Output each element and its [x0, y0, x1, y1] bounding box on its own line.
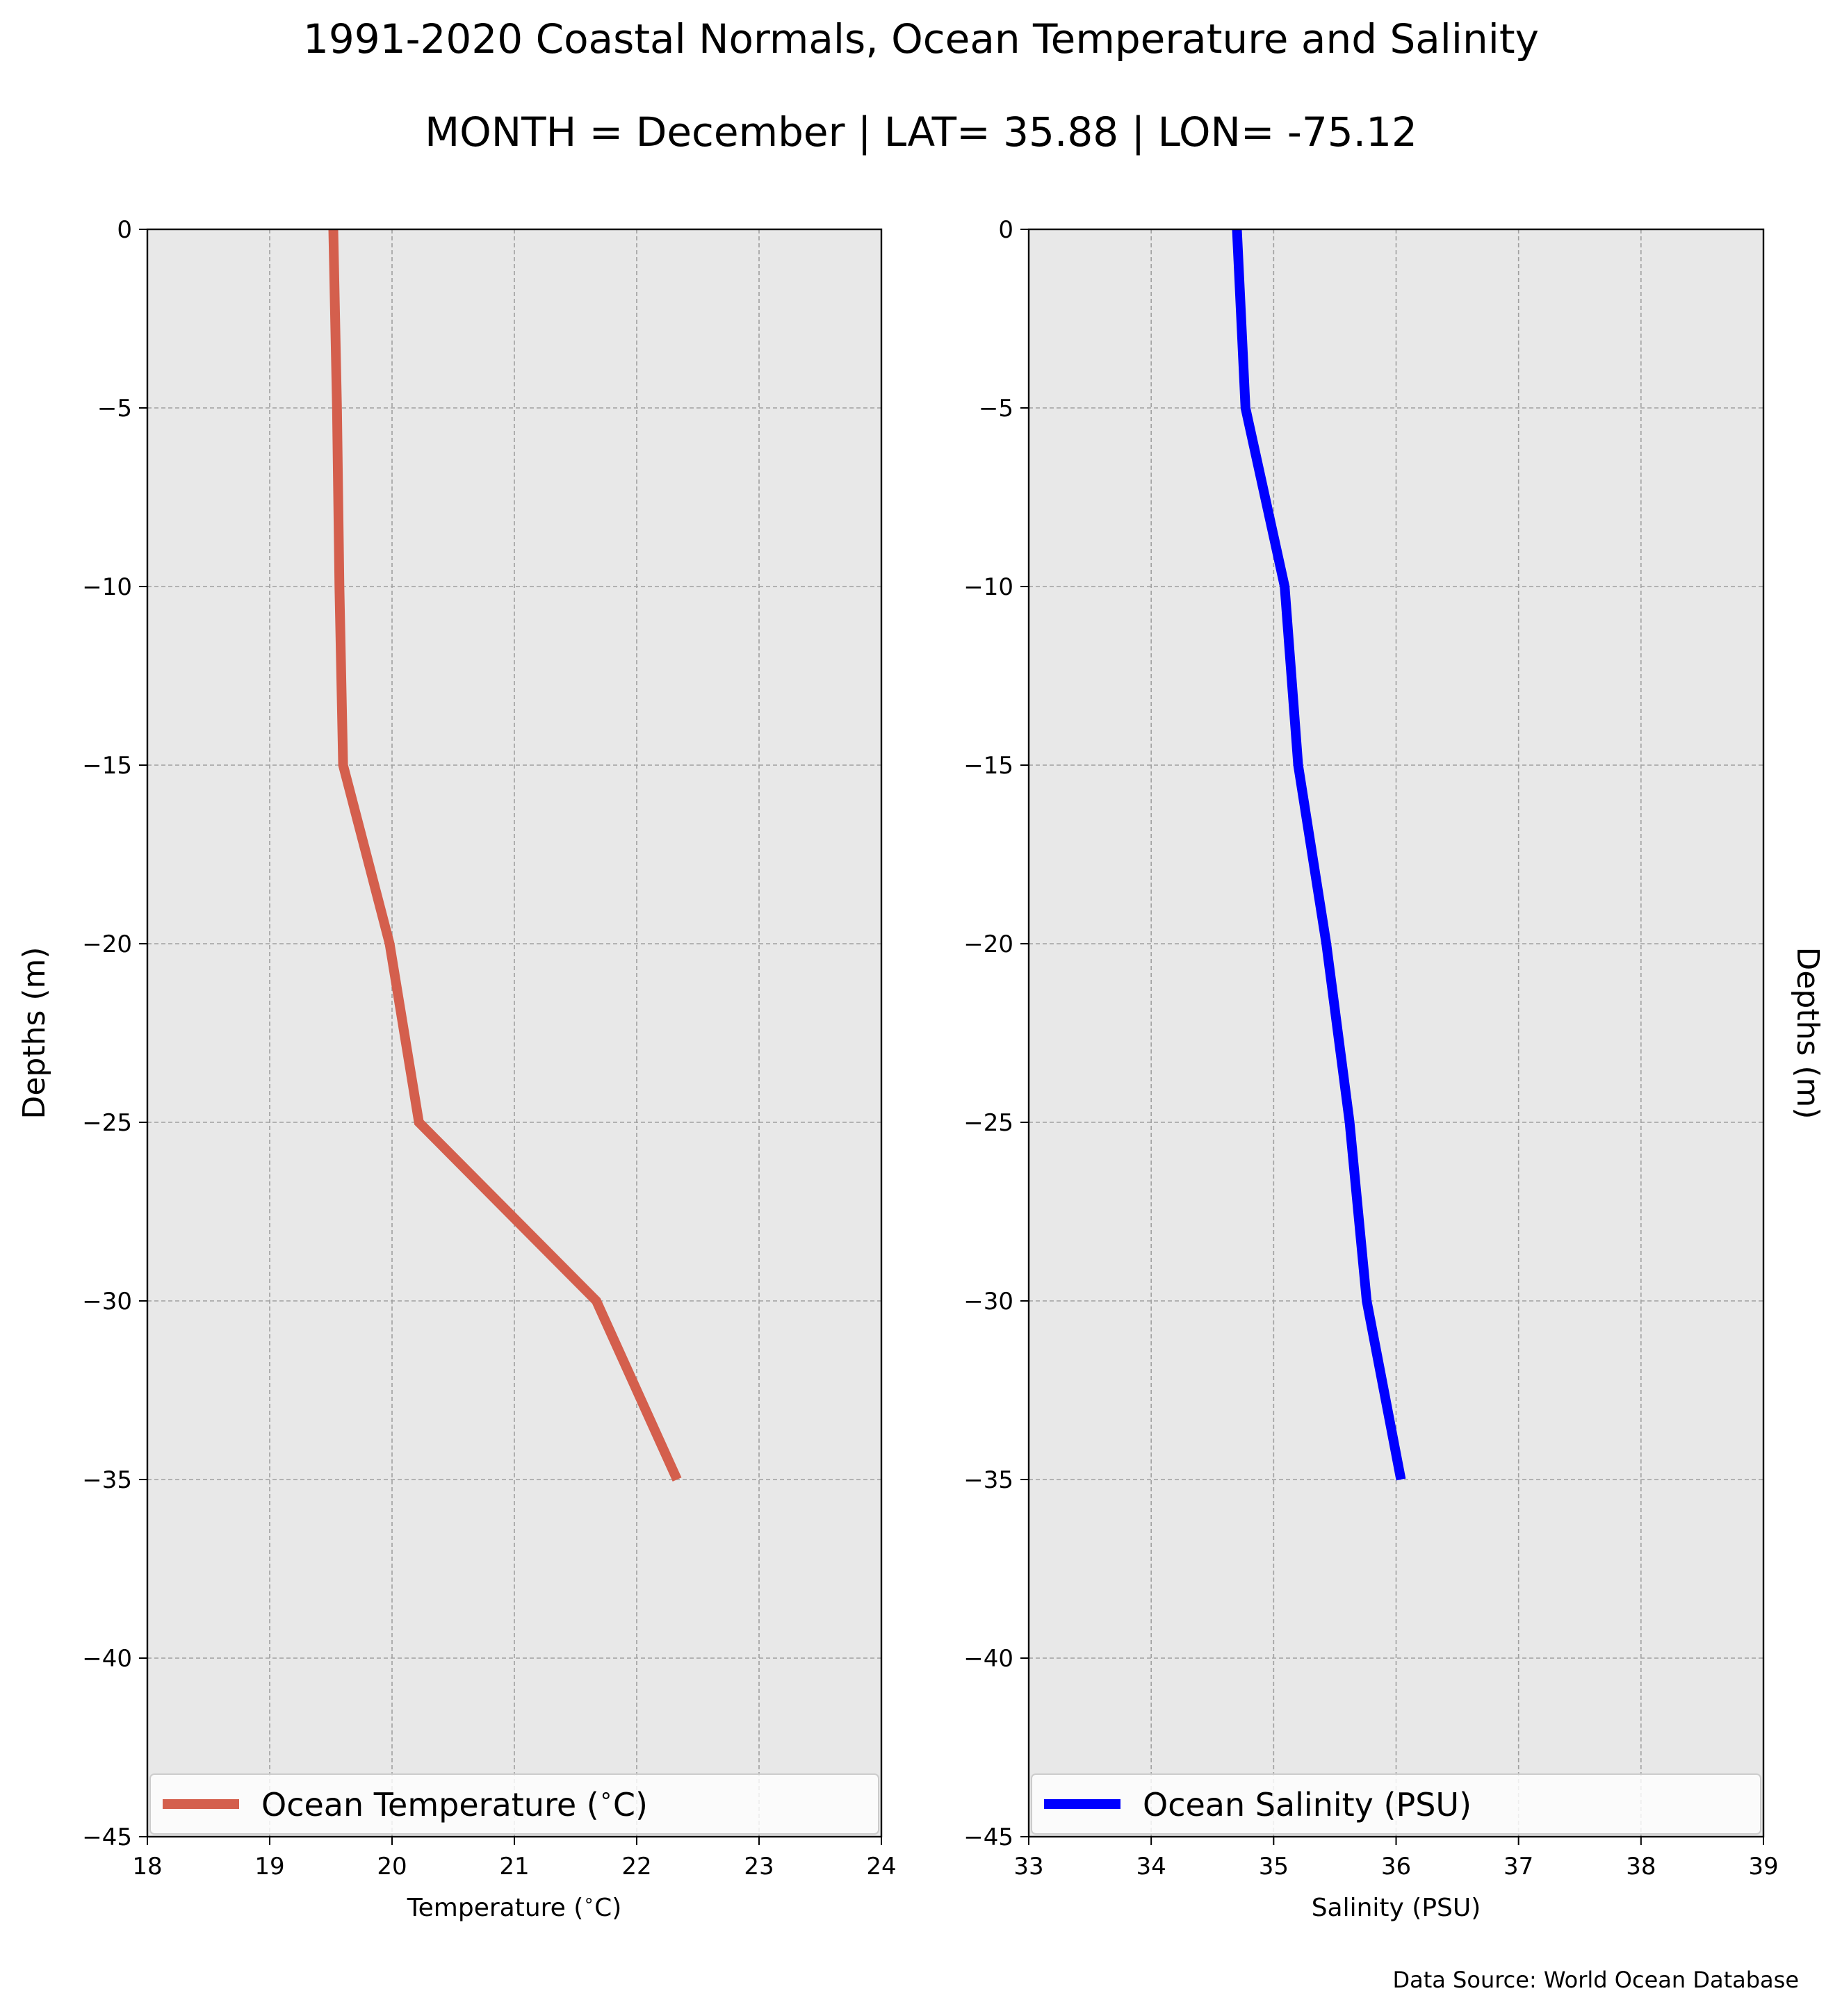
x-axis-label: Salinity (PSU) [1312, 1894, 1481, 1922]
y-tick-label: −35 [82, 1466, 132, 1494]
x-tick-label: 24 [866, 1853, 896, 1880]
x-tick-label: 38 [1626, 1853, 1656, 1880]
x-tick-label: 21 [499, 1853, 529, 1880]
legend-label: Ocean Salinity (PSU) [1143, 1786, 1472, 1824]
legend-box [1031, 1773, 1761, 1835]
y-tick-label: −45 [963, 1824, 1013, 1851]
x-axis-label: Temperature (∘C) [407, 1890, 622, 1923]
y-tick-label: −10 [82, 573, 132, 601]
y-tick-label: −15 [963, 752, 1013, 780]
temperature-panel: 18 19 20 21 22 23 24 0 −5 −10 −15 −20 −25 −30 −35 −40 −4… [17, 216, 897, 1922]
y-tick-label: −5 [979, 395, 1013, 423]
y-axis-label: Depths (m) [17, 946, 52, 1119]
y-tick-label: −20 [963, 931, 1013, 958]
data-source-note: Data Source: World Ocean Database [1392, 1967, 1799, 1993]
legend-label: Ocean Temperature (∘C) [261, 1782, 648, 1824]
y-tick-label: −15 [82, 752, 132, 780]
axes-frame [146, 228, 883, 1838]
y-axis-label: Depths (m) [1790, 946, 1825, 1119]
salinity-panel: 33 34 35 36 37 38 39 0 −5 −10 −15 −20 −25 −30 −35 −40 −4… [963, 216, 1825, 1922]
legend: Ocean Salinity (PSU) [1031, 1773, 1761, 1835]
chart-title: 1991-2020 Coastal Normals, Ocean Tempera… [303, 15, 1539, 63]
y-tick-label: −30 [963, 1288, 1013, 1316]
y-tick-label: −30 [82, 1288, 132, 1316]
y-tick-label: −25 [963, 1109, 1013, 1137]
x-tick-label: 34 [1136, 1853, 1166, 1880]
chart-subtitle: MONTH = December | LAT= 35.88 | LON= -75… [425, 108, 1417, 156]
plot-area [1029, 229, 1763, 1837]
y-tick-label: 0 [117, 216, 132, 244]
y-tick-label: −5 [97, 395, 132, 423]
x-tick-label: 22 [621, 1853, 651, 1880]
y-tick-label: −40 [963, 1645, 1013, 1673]
axes-frame [1027, 228, 1765, 1838]
x-tick-label: 18 [132, 1853, 162, 1880]
y-tick-label: −10 [963, 573, 1013, 601]
x-tick-label: 23 [744, 1853, 774, 1880]
y-tick-label: −20 [82, 931, 132, 958]
legend-box [149, 1773, 879, 1835]
x-tick-label: 37 [1503, 1853, 1533, 1880]
plot-area [147, 229, 881, 1837]
x-tick-label: 20 [377, 1853, 407, 1880]
x-tick-label: 39 [1748, 1853, 1778, 1880]
x-tick-label: 35 [1259, 1853, 1289, 1880]
y-tick-label: −40 [82, 1645, 132, 1673]
y-tick-label: −25 [82, 1109, 132, 1137]
y-tick-label: −45 [82, 1824, 132, 1851]
legend: Ocean Temperature (∘C) [149, 1773, 879, 1835]
x-tick-label: 33 [1013, 1853, 1043, 1880]
y-tick-label: −35 [963, 1466, 1013, 1494]
y-tick-label: 0 [998, 216, 1013, 244]
x-tick-label: 36 [1381, 1853, 1411, 1880]
salinity-series-line [1232, 229, 1406, 1481]
x-tick-label: 19 [254, 1853, 284, 1880]
temperature-series-line [328, 229, 682, 1482]
